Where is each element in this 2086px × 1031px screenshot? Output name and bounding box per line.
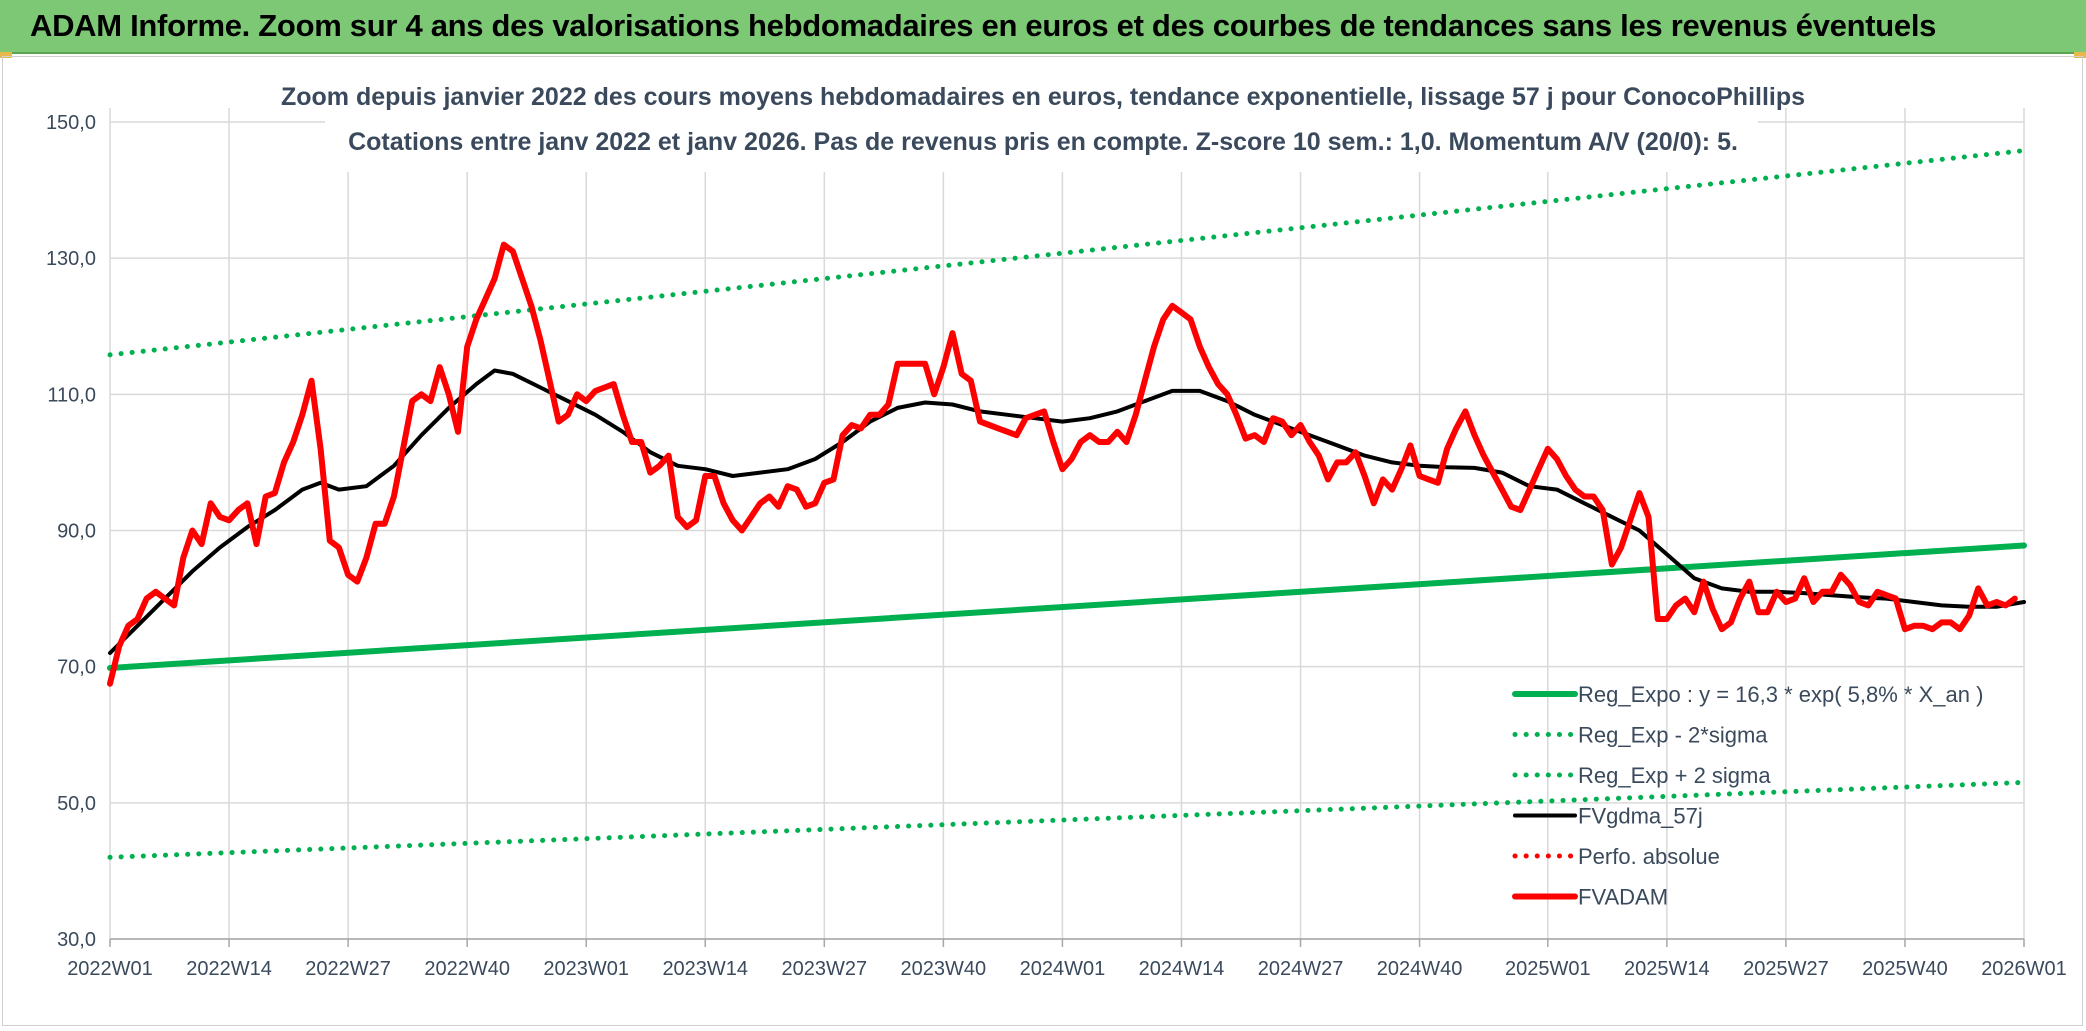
legend-label: Reg_Expo : y = 16,3 * exp( 5,8% * X_an ): [1578, 682, 1983, 707]
y-tick-label: 130,0: [46, 248, 96, 270]
y-tick-label: 50,0: [57, 793, 96, 815]
series-layer: [107, 148, 2027, 860]
x-tick-label: 2026W01: [1981, 958, 2067, 980]
axis-layer: 30,0 50,0 70,0 90,0 110,0 130,0 150,0 2022W01 20…: [46, 112, 2067, 980]
x-tick-label: 2025W40: [1862, 958, 1948, 980]
fvadam-line: [107, 241, 2018, 687]
legend-label: FVADAM: [1578, 885, 1668, 910]
x-tick-label: 2025W01: [1505, 958, 1591, 980]
x-tick-label: 2023W40: [901, 958, 987, 980]
subtitle-background: [325, 78, 1758, 172]
x-tick-label: 2022W40: [424, 958, 510, 980]
x-tick-label: 2022W14: [186, 958, 272, 980]
legend: Reg_Expo : y = 16,3 * exp( 5,8% * X_an )…: [1512, 682, 1983, 910]
y-tick-label: 70,0: [57, 657, 96, 679]
x-tick-label: 2024W40: [1377, 958, 1463, 980]
y-tick-label: 150,0: [46, 112, 96, 134]
x-tick-label: 2025W14: [1624, 958, 1710, 980]
x-tick-label: 2024W27: [1258, 958, 1344, 980]
chart-subtitle: Cotations entre janv 2022 et janv 2026. …: [348, 128, 1738, 156]
y-tick-label: 90,0: [57, 521, 96, 543]
legend-label: FVgdma_57j: [1578, 804, 1703, 829]
legend-label: Reg_Exp - 2*sigma: [1578, 723, 1768, 748]
x-tick-label: 2024W14: [1139, 958, 1225, 980]
reg-exp-lower-band: [107, 779, 2027, 860]
x-tick-label: 2023W01: [543, 958, 629, 980]
x-tick-label: 2024W01: [1020, 958, 1106, 980]
chart-title: Zoom depuis janvier 2022 des cours moyen…: [280, 83, 1806, 111]
x-tick-label: 2023W14: [662, 958, 748, 980]
legend-label: Reg_Exp + 2 sigma: [1578, 763, 1771, 788]
chart-frame: [2, 56, 2083, 1026]
x-tick-label: 2025W27: [1743, 958, 1829, 980]
header-accent-right: [2074, 52, 2086, 58]
y-tick-label: 30,0: [57, 929, 96, 951]
reg-expo-line: [107, 542, 2027, 671]
x-tick-label: 2023W27: [782, 958, 868, 980]
header-accent-left: [0, 52, 12, 58]
report-header: ADAM Informe. Zoom sur 4 ans des valoris…: [0, 0, 2086, 54]
y-tick-label: 110,0: [47, 384, 96, 406]
grid-layer: [109, 108, 2025, 940]
x-tick-label: 2022W01: [67, 958, 153, 980]
report-title: ADAM Informe. Zoom sur 4 ans des valoris…: [30, 8, 1937, 43]
x-tick-label: 2022W27: [305, 958, 391, 980]
reg-exp-upper-band: [107, 148, 2027, 358]
legend-label: Perfo. absolue: [1578, 844, 1720, 869]
